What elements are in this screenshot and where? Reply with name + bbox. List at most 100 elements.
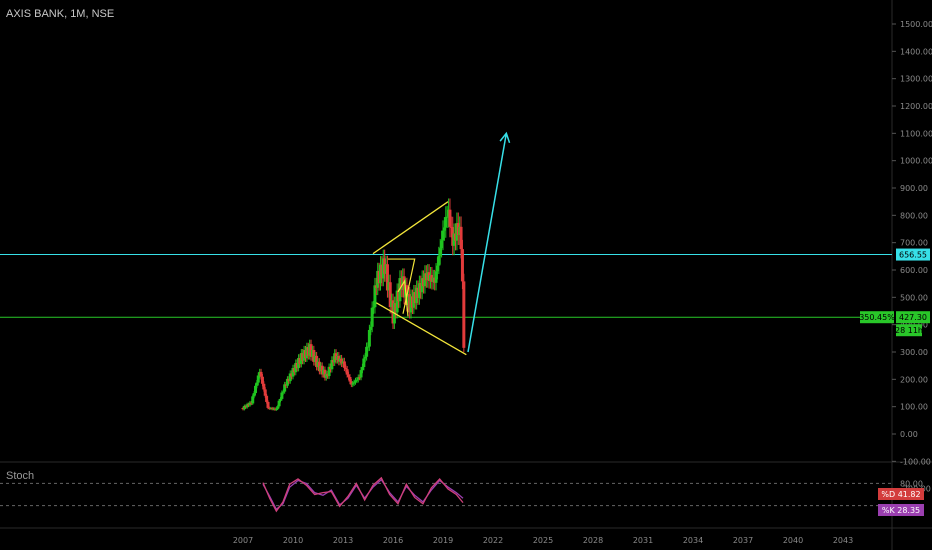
resistance-price-tag-text: 656.55 bbox=[899, 251, 927, 260]
inner-pattern-line[interactable] bbox=[388, 258, 416, 314]
inner-pattern-line[interactable] bbox=[397, 279, 409, 317]
candle-body bbox=[385, 264, 389, 291]
candle-body bbox=[260, 376, 264, 384]
x-tick-label: 2007 bbox=[233, 536, 253, 545]
candle-body bbox=[462, 281, 466, 348]
candle-body bbox=[254, 385, 257, 394]
candle-body bbox=[291, 367, 295, 377]
candle-body bbox=[281, 391, 285, 393]
candle-body bbox=[372, 307, 376, 309]
candle-body bbox=[276, 406, 280, 409]
candle-body bbox=[285, 378, 289, 386]
y-tick-label: 500.00 bbox=[900, 293, 928, 302]
y-tick-label: 100.00 bbox=[900, 403, 928, 412]
stoch-k-tag-text: %K 28.35 bbox=[882, 506, 920, 515]
target-arrow[interactable] bbox=[467, 133, 508, 353]
countdown-tag-text: 28 11h bbox=[895, 326, 923, 335]
stoch-d-tag bbox=[878, 488, 924, 500]
y-tick-label: 1200.00 bbox=[900, 102, 932, 111]
candle-body bbox=[277, 400, 281, 407]
candle-body bbox=[255, 382, 259, 386]
y-tick-label: 900.00 bbox=[900, 184, 928, 193]
candle-body bbox=[355, 379, 359, 381]
candle-body bbox=[349, 381, 353, 385]
candle-body bbox=[369, 326, 373, 330]
candle-body bbox=[445, 216, 449, 218]
x-tick-label: 2022 bbox=[483, 536, 503, 545]
candle-body bbox=[373, 285, 377, 308]
lower-trendline[interactable] bbox=[376, 302, 467, 356]
resistance-price-tag bbox=[896, 248, 930, 261]
candle-body bbox=[437, 255, 441, 266]
candle-body bbox=[434, 271, 438, 283]
y-tick-label: -100.00 bbox=[900, 457, 931, 466]
stoch-k-tag bbox=[878, 504, 924, 516]
candle-body bbox=[435, 265, 439, 272]
x-tick-label: 2016 bbox=[383, 536, 403, 545]
x-tick-label: 2037 bbox=[733, 536, 753, 545]
candle-body bbox=[262, 383, 266, 390]
x-tick-label: 2025 bbox=[533, 536, 553, 545]
candle-body bbox=[360, 367, 364, 371]
candle-body bbox=[245, 404, 249, 408]
x-tick-label: 2019 bbox=[433, 536, 453, 545]
candle-body bbox=[460, 249, 464, 282]
y-tick-label: 600.00 bbox=[900, 266, 928, 275]
candle-body bbox=[442, 227, 446, 231]
candle-body bbox=[352, 382, 356, 384]
candle-body bbox=[365, 346, 369, 357]
candle-body bbox=[251, 396, 255, 404]
y-tick-label: 700.00 bbox=[900, 239, 928, 248]
candle-body bbox=[366, 346, 370, 348]
candle-body bbox=[347, 374, 351, 377]
candle-body bbox=[266, 401, 270, 408]
y-tick-label: 200.00 bbox=[900, 375, 928, 384]
current-price-tag-text: 427.30 bbox=[899, 313, 927, 322]
percent-change-tag bbox=[860, 311, 894, 324]
x-tick-label: 2034 bbox=[683, 536, 703, 545]
candle-body bbox=[263, 389, 267, 396]
candle-body bbox=[279, 398, 282, 401]
y-tick-label: 1300.00 bbox=[900, 75, 932, 84]
candle-body bbox=[340, 358, 344, 364]
candle-body bbox=[248, 402, 252, 406]
candle-body bbox=[444, 217, 448, 228]
x-tick-label: 2031 bbox=[633, 536, 653, 545]
candle-series bbox=[241, 198, 466, 411]
candle-body bbox=[283, 384, 287, 392]
candle-body bbox=[362, 358, 366, 368]
target-arrow-head bbox=[499, 131, 511, 144]
candle-body bbox=[395, 290, 399, 313]
candle-body bbox=[274, 408, 278, 410]
candle-body bbox=[370, 307, 374, 327]
y-tick-label: 300.00 bbox=[900, 348, 928, 357]
candle-body bbox=[351, 383, 355, 385]
y-tick-label: 800.00 bbox=[900, 211, 928, 220]
candle-body bbox=[345, 369, 349, 375]
x-tick-label: 2040 bbox=[783, 536, 803, 545]
candle-body bbox=[342, 361, 346, 368]
stoch-d-line bbox=[262, 478, 464, 511]
upper-trendline[interactable] bbox=[372, 201, 449, 255]
y-tick-label: 1400.00 bbox=[900, 47, 932, 56]
candle-body bbox=[259, 371, 263, 377]
candle-body bbox=[354, 380, 357, 383]
y-tick-label: 1100.00 bbox=[900, 129, 932, 138]
x-tick-label: 2013 bbox=[333, 536, 353, 545]
candle-body bbox=[252, 393, 256, 397]
candle-body bbox=[356, 377, 360, 380]
stoch-k-line bbox=[262, 476, 464, 513]
y-tick-label: 0.00 bbox=[900, 430, 918, 439]
candle-body bbox=[441, 230, 445, 241]
countdown-tag bbox=[896, 324, 922, 337]
candle-body bbox=[348, 376, 352, 382]
candle-body bbox=[440, 240, 444, 249]
percent-change-tag-text: 350.45% bbox=[859, 313, 895, 322]
candle-body bbox=[359, 370, 363, 378]
candle-body bbox=[242, 406, 246, 410]
candle-body bbox=[288, 373, 292, 382]
stoch-indicator-label[interactable]: Stoch bbox=[6, 470, 35, 482]
candle-body bbox=[363, 356, 367, 359]
candle-body bbox=[388, 282, 392, 308]
